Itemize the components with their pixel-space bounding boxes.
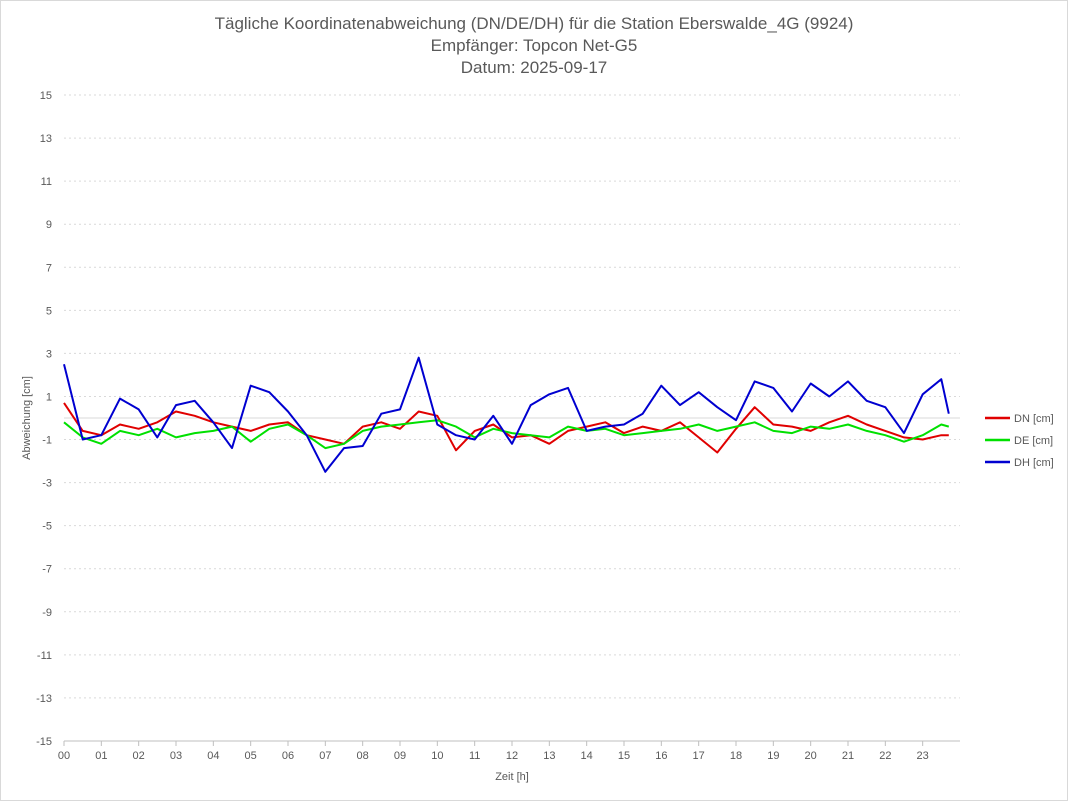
y-tick-label: 3 <box>46 348 52 360</box>
y-tick-label: 11 <box>41 176 52 188</box>
x-tick-label: 13 <box>543 750 555 762</box>
x-tick-label: 02 <box>133 750 145 762</box>
x-tick-label: 00 <box>58 750 70 762</box>
x-tick-label: 16 <box>655 750 667 762</box>
x-tick-label: 01 <box>95 750 107 762</box>
x-tick-label: 09 <box>394 750 406 762</box>
x-tick-label: 10 <box>431 750 443 762</box>
x-axis-label: Zeit [h] <box>495 771 529 783</box>
y-tick-label: -3 <box>42 478 52 490</box>
y-tick-label: -13 <box>36 693 52 705</box>
x-tick-label: 23 <box>917 750 929 762</box>
chart-title-line-1: Tägliche Koordinatenabweichung (DN/DE/DH… <box>215 14 854 33</box>
chart-title-line-3: Datum: 2025-09-17 <box>461 58 607 77</box>
x-tick-label: 15 <box>618 750 630 762</box>
legend-label: DH [cm] <box>1014 457 1054 469</box>
legend: DN [cm] DE [cm] DH [cm] <box>985 413 1054 469</box>
series-lines <box>63 356 950 473</box>
y-axis-ticks: 15 13 11 9 7 5 3 1 -1 -3 -5 -7 -9 -11 -13 -15 <box>36 90 52 748</box>
legend-label: DN [cm] <box>1014 413 1054 425</box>
x-tick-label: 12 <box>506 750 518 762</box>
legend-label: DE [cm] <box>1014 435 1053 447</box>
x-tick-label: 03 <box>170 750 182 762</box>
y-tick-label: -5 <box>42 521 52 533</box>
x-axis-ticks: 00 01 02 03 04 05 06 07 08 09 10 11 12 13 14 15 16 17 18 19… <box>58 741 929 762</box>
y-tick-label: -15 <box>36 736 52 748</box>
x-tick-label: 04 <box>207 750 219 762</box>
y-tick-label: -7 <box>42 564 52 576</box>
y-tick-label: 5 <box>46 305 52 317</box>
x-tick-label: 20 <box>805 750 817 762</box>
y-tick-label: -9 <box>42 607 52 619</box>
x-tick-label: 08 <box>357 750 369 762</box>
y-tick-label: -11 <box>37 650 52 662</box>
series-line-de <box>63 419 950 450</box>
y-axis-label: Abweichung [cm] <box>21 376 33 460</box>
x-tick-label: 17 <box>693 750 705 762</box>
y-tick-label: 1 <box>46 391 52 403</box>
x-tick-label: 11 <box>469 750 480 762</box>
x-tick-label: 06 <box>282 750 294 762</box>
x-tick-label: 19 <box>767 750 779 762</box>
y-tick-label: 7 <box>46 262 52 274</box>
x-tick-label: 21 <box>842 750 854 762</box>
chart-title-line-2: Empfänger: Topcon Net-G5 <box>431 36 638 55</box>
x-tick-label: 05 <box>245 750 257 762</box>
x-tick-label: 14 <box>581 750 593 762</box>
y-tick-label: 9 <box>46 219 52 231</box>
series-line-dh <box>63 356 950 473</box>
x-tick-label: 07 <box>319 750 331 762</box>
x-tick-label: 18 <box>730 750 742 762</box>
x-tick-label: 22 <box>879 750 891 762</box>
y-tick-label: 13 <box>40 133 52 145</box>
y-tick-label: -1 <box>42 435 52 447</box>
y-tick-label: 15 <box>40 90 52 102</box>
